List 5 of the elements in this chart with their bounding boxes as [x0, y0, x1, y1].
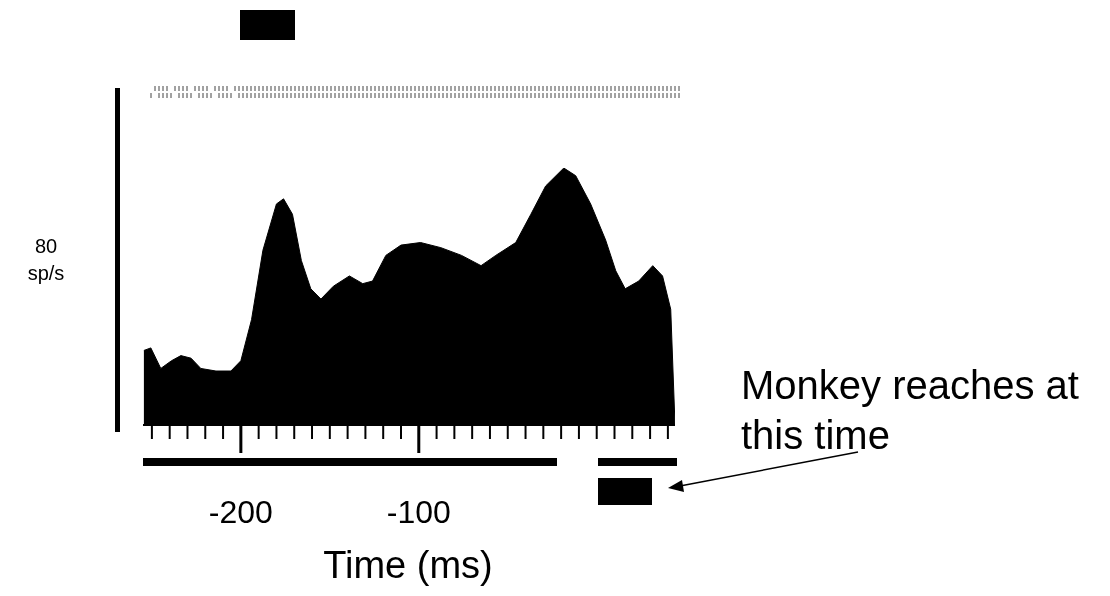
x-tick-label: -200: [208, 494, 273, 530]
x-axis-title: Time (ms): [323, 544, 493, 586]
text: Monkey reaches at this time: [741, 362, 1080, 459]
x-tick-label: -100: [386, 494, 451, 530]
y-axis-title: 80 sp/s: [27, 235, 65, 284]
